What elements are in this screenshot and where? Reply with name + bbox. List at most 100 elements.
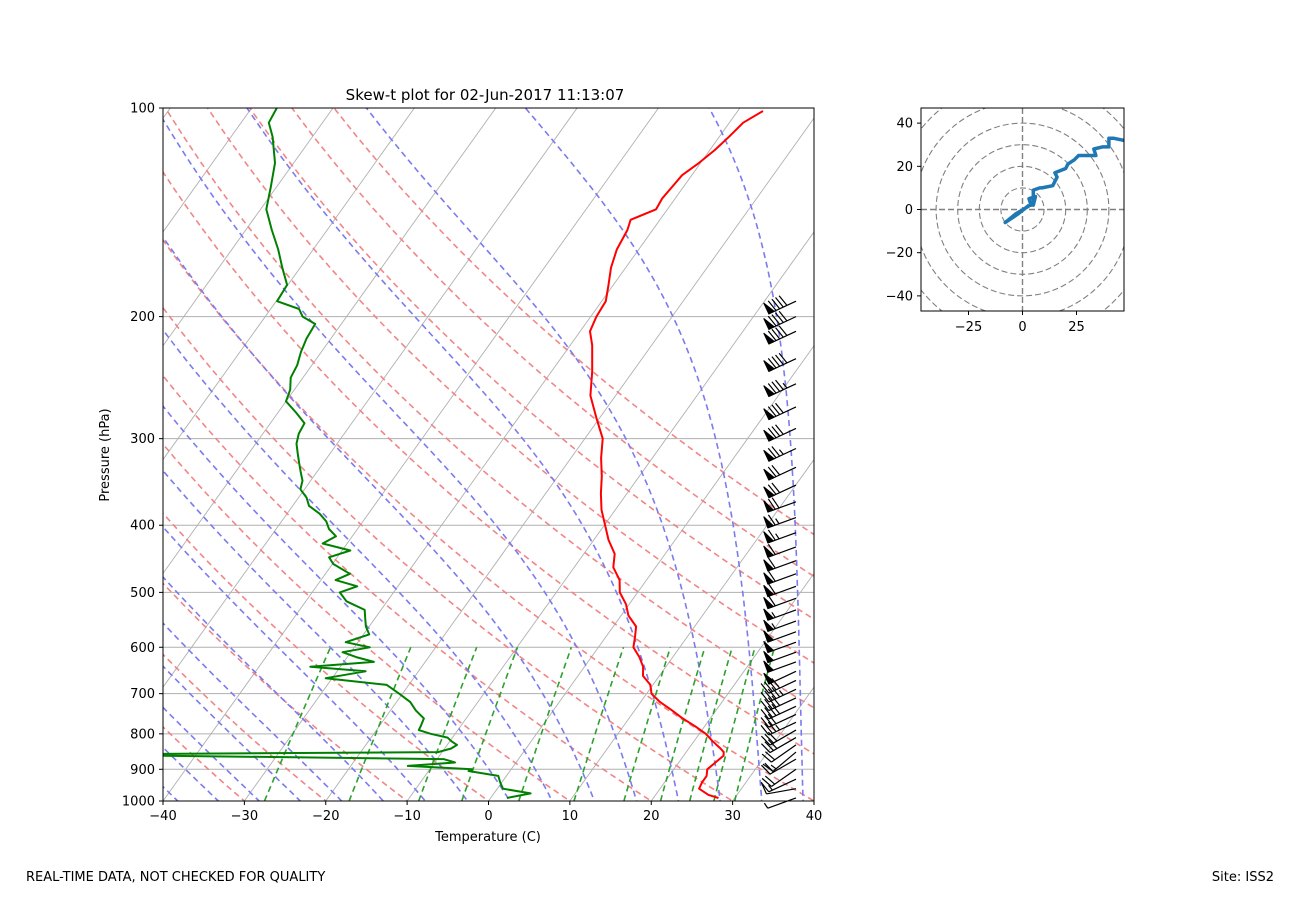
hodograph-ring xyxy=(935,122,1110,297)
barb-full xyxy=(764,681,773,692)
isotherm-line xyxy=(163,108,171,119)
y-tick-label: 300 xyxy=(130,432,155,447)
barb-full xyxy=(761,753,772,763)
barb-flag xyxy=(763,332,776,345)
moist-adiabat-line xyxy=(163,469,469,801)
barb-full xyxy=(778,310,788,322)
dry-adiabat-line xyxy=(333,108,814,536)
y-tick-label: 1000 xyxy=(122,795,155,810)
mixing-ratio-line xyxy=(688,647,733,801)
barb-full xyxy=(771,464,781,476)
wind-barb xyxy=(763,514,797,529)
pressure-grid xyxy=(163,107,814,802)
barb-full xyxy=(771,497,780,509)
barb-staff xyxy=(768,713,797,728)
isotherm-line xyxy=(163,108,578,688)
barb-half xyxy=(768,784,773,791)
barb-full xyxy=(767,514,776,526)
moist-adiabat-line xyxy=(246,108,680,801)
wind-barb xyxy=(763,529,797,544)
barb-flag xyxy=(763,630,775,643)
wind-barb xyxy=(763,640,797,654)
isotherm-line xyxy=(325,117,814,801)
site-label: Site: ISS2 xyxy=(1211,870,1274,885)
wind-barb xyxy=(763,497,797,513)
barb-full xyxy=(767,543,776,555)
x-tick-label: 10 xyxy=(562,809,579,824)
barb-half xyxy=(778,449,784,455)
moist-adiabat-line xyxy=(708,108,804,801)
wind-barb xyxy=(763,424,797,442)
y-axis-label: Pressure (hPa) xyxy=(98,408,113,501)
x-tick-label: −40 xyxy=(149,809,176,824)
wind-barb xyxy=(763,570,797,585)
barb-staff xyxy=(767,797,797,809)
dry-adiabat-line xyxy=(163,442,572,801)
barb-full xyxy=(764,698,773,710)
mixing-ratio-line xyxy=(733,647,776,801)
dry-adiabat-line xyxy=(163,512,490,801)
hodograph-line xyxy=(1003,136,1124,225)
barb-full xyxy=(771,328,781,340)
barb-full xyxy=(764,715,773,726)
mixing-ratio-line xyxy=(713,647,756,801)
dry-adiabat-line xyxy=(163,653,328,801)
barb-full xyxy=(771,404,781,415)
wind-barbs xyxy=(760,295,797,809)
barb-full xyxy=(764,690,773,701)
barb-full xyxy=(764,751,776,761)
x-tick-label: 30 xyxy=(724,809,741,824)
moist-adiabat-line xyxy=(163,621,343,801)
barb-full xyxy=(760,717,770,728)
wind-barb xyxy=(760,695,797,712)
barb-flag xyxy=(763,486,776,499)
barb-flag xyxy=(763,516,775,529)
isotherm-lines xyxy=(0,93,814,816)
barb-full xyxy=(760,743,771,753)
wind-barb xyxy=(763,583,797,598)
hodograph-ring xyxy=(1000,187,1045,232)
moist-adiabat-line xyxy=(163,525,427,801)
y-tick-label: 400 xyxy=(130,519,155,534)
isotherm-line xyxy=(163,108,497,575)
barb-full xyxy=(771,695,781,706)
barb-full xyxy=(767,595,776,607)
barb-flag xyxy=(763,660,775,673)
barb-full xyxy=(760,683,770,694)
barb-full xyxy=(767,713,777,725)
barb-full xyxy=(764,707,773,718)
barb-flag xyxy=(763,500,775,513)
barb-staff xyxy=(772,751,797,772)
barb-staff xyxy=(769,737,797,754)
y-tick-label: 100 xyxy=(130,102,155,117)
hodo-y-tick-label: −20 xyxy=(886,246,913,261)
mixing-ratio-line xyxy=(263,646,332,801)
wind-barb xyxy=(760,778,797,793)
x-tick-label: −10 xyxy=(393,809,420,824)
wind-barb xyxy=(763,464,797,481)
barb-flag xyxy=(763,429,776,442)
barb-full xyxy=(760,708,770,720)
barb-full xyxy=(767,721,777,733)
barb-staff xyxy=(766,788,797,795)
wind-barb xyxy=(763,325,797,345)
barb-full xyxy=(771,298,781,310)
mixing-ratio-line xyxy=(623,647,672,801)
moist-adiabat-lines xyxy=(163,108,804,801)
moist-adiabat-line xyxy=(163,746,220,801)
barb-half xyxy=(775,518,780,525)
barb-full xyxy=(767,406,777,417)
barb-flag xyxy=(763,608,775,621)
barb-full xyxy=(775,327,784,338)
wind-barb xyxy=(760,721,797,736)
barb-full xyxy=(767,357,777,369)
isotherm-line xyxy=(0,93,100,816)
barb-flag xyxy=(763,468,776,481)
wind-barb xyxy=(763,295,797,315)
barb-full xyxy=(771,381,781,392)
wind-barb xyxy=(763,402,797,421)
barb-flag xyxy=(763,302,776,315)
barb-flag xyxy=(763,619,775,632)
hodo-x-tick-label: −25 xyxy=(955,320,982,335)
wind-barb xyxy=(763,619,797,632)
